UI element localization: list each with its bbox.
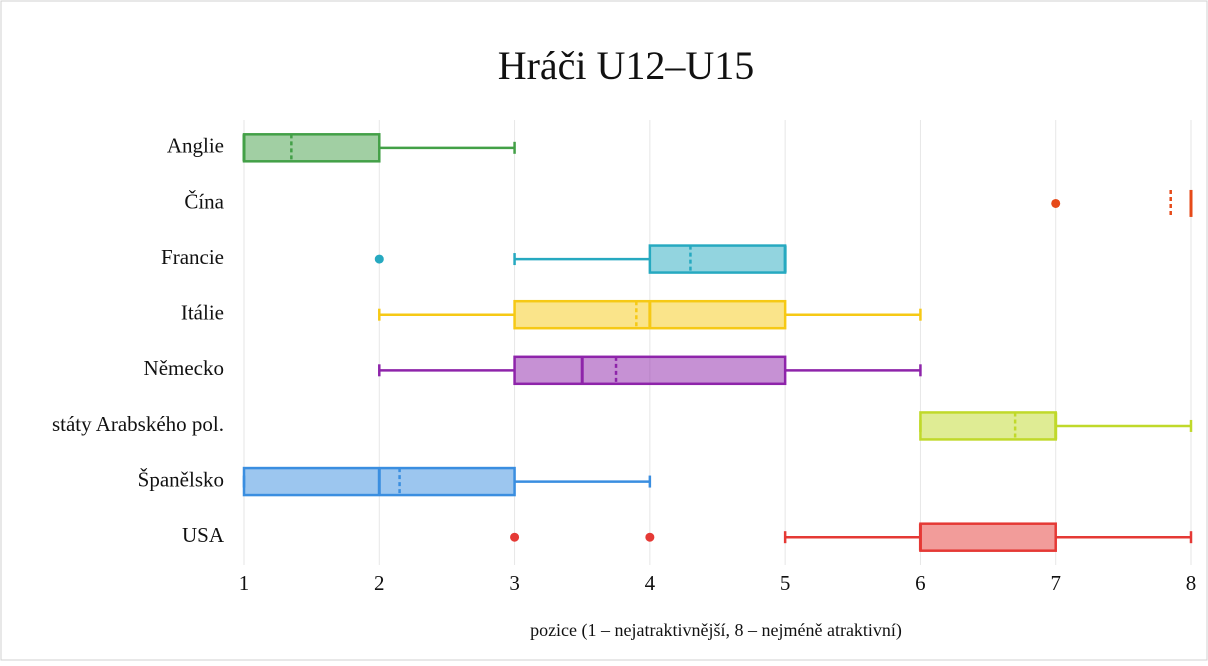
x-tick-label: 1 [239, 571, 250, 595]
y-tick-label: Anglie [167, 134, 224, 158]
y-tick-label: USA [182, 523, 225, 547]
outlier [510, 532, 520, 542]
box [919, 522, 1057, 552]
x-tick-label: 6 [915, 571, 926, 595]
y-tick-label: Itálie [181, 301, 224, 325]
y-tick-label: Čína [184, 189, 224, 213]
outlier [374, 254, 384, 264]
chart-title: Hráči U12–U15 [498, 43, 755, 88]
box [242, 133, 381, 163]
y-tick-label: Francie [161, 245, 224, 269]
x-tick-label: 3 [509, 571, 520, 595]
y-tick-label: Německo [144, 356, 224, 380]
box [919, 411, 1057, 441]
x-axis-label: pozice (1 – nejatraktivnější, 8 – nejmén… [530, 620, 902, 641]
x-tick-label: 8 [1186, 571, 1197, 595]
x-tick-label: 4 [645, 571, 656, 595]
x-tick-label: 7 [1050, 571, 1061, 595]
x-tick-label: 5 [780, 571, 791, 595]
y-tick-label: státy Arabského pol. [52, 412, 224, 436]
outlier [645, 532, 655, 542]
x-tick-label: 2 [374, 571, 385, 595]
box [513, 355, 787, 386]
outlier [1051, 198, 1061, 208]
box [648, 244, 787, 274]
y-tick-label: Španělsko [138, 467, 224, 491]
